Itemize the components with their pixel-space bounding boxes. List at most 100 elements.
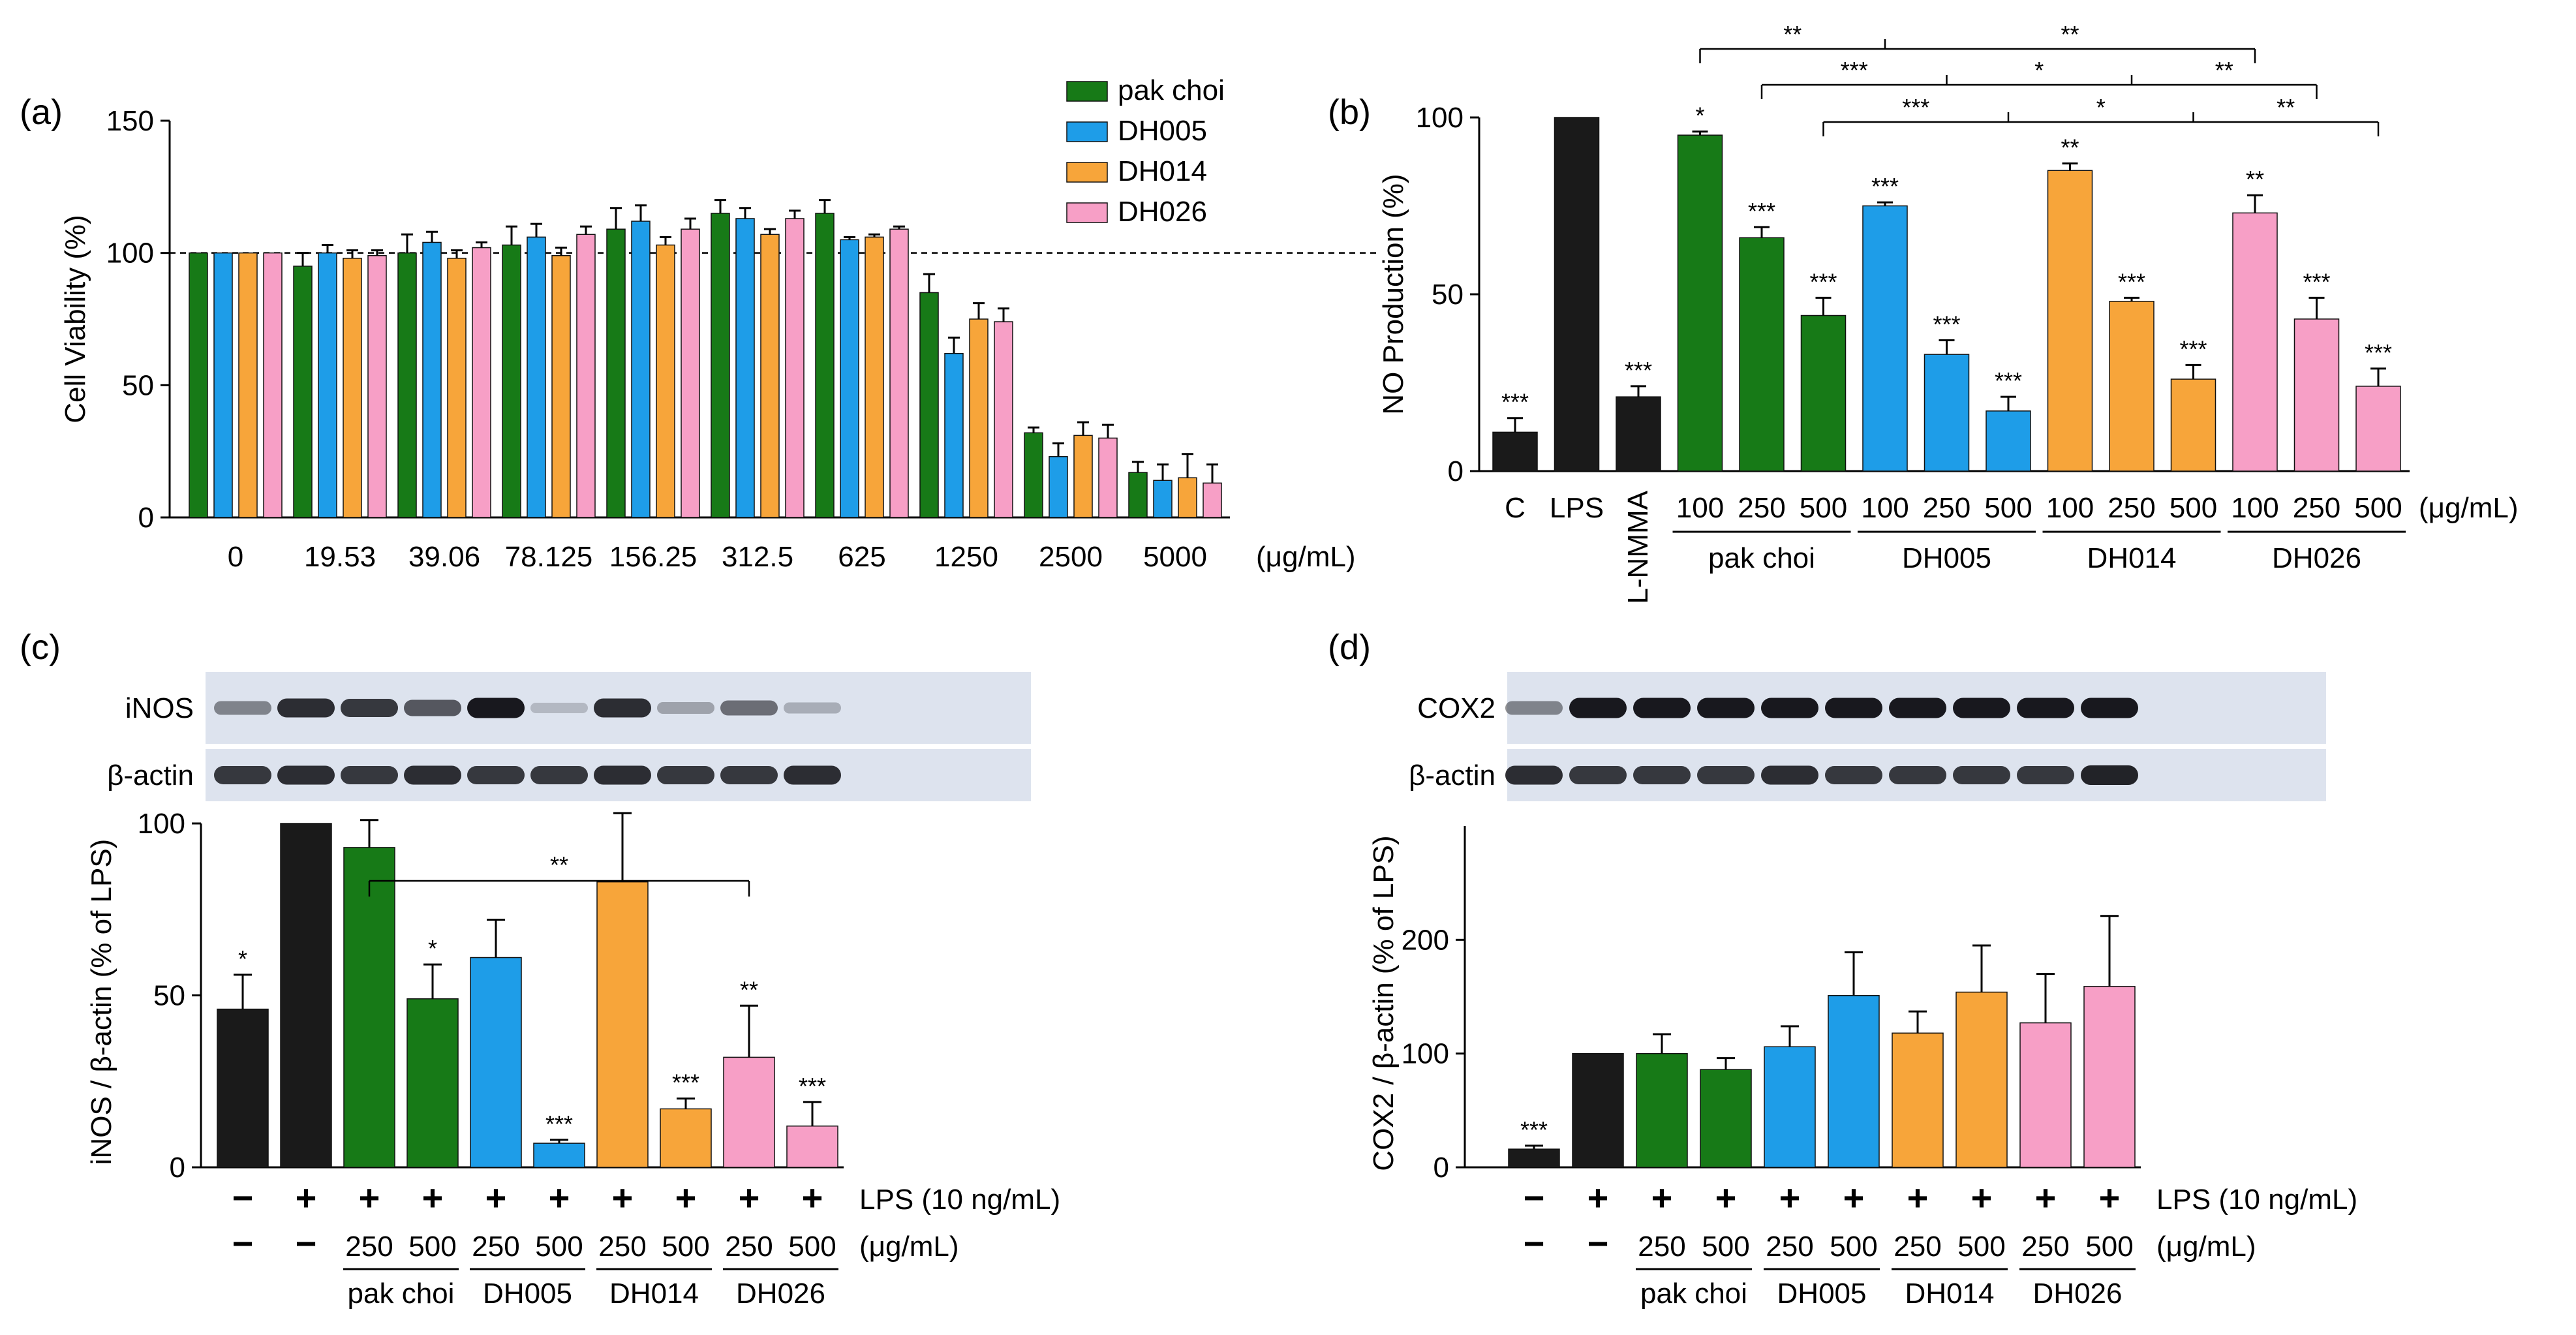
- group-label: DH026: [2033, 1278, 2123, 1310]
- blot-band: [784, 765, 841, 785]
- concentration-label: 500: [535, 1231, 583, 1263]
- lps-sign: +: [296, 1177, 317, 1218]
- blot-band: [341, 766, 398, 784]
- x-tick-label: 250: [2293, 492, 2340, 524]
- bar: [1986, 410, 2031, 472]
- blot-band: [784, 702, 841, 714]
- legend-label: pak choi: [1118, 74, 1225, 106]
- bar-dh005: [1153, 480, 1173, 518]
- panel-a-letter: (a): [20, 93, 63, 132]
- concentration-label: −: [296, 1223, 317, 1264]
- bar-pak-choi: [189, 252, 208, 518]
- concentration-label: 500: [788, 1231, 836, 1263]
- significance-marker: ***: [2365, 339, 2392, 366]
- concentration-label: 250: [472, 1231, 519, 1263]
- significance-marker: ***: [2179, 335, 2207, 362]
- bar-dh005: [213, 252, 233, 518]
- blot-band: [594, 765, 651, 785]
- bar-dh005: [318, 252, 337, 518]
- group-label: DH026: [736, 1278, 825, 1310]
- concentration-label: 250: [2021, 1231, 2069, 1263]
- concentration-label: 250: [1766, 1231, 1813, 1263]
- x-tick-label: 312.5: [722, 541, 793, 573]
- significance-marker: *: [1695, 102, 1704, 129]
- bar: [470, 957, 522, 1168]
- lps-row-label: LPS (10 ng/mL): [859, 1184, 1060, 1216]
- y-tick-label: 0: [1448, 455, 1464, 487]
- bar-dh014: [656, 244, 675, 518]
- blot-label: COX2: [1417, 692, 1495, 724]
- significance-marker: ***: [799, 1073, 826, 1099]
- panel-d-letter: (d): [1328, 628, 1371, 667]
- lps-sign: +: [1587, 1177, 1609, 1218]
- comparison-significance: ***: [1902, 94, 1929, 121]
- bar: [1636, 1052, 1688, 1168]
- bar-dh026: [994, 321, 1013, 518]
- y-tick-label: 100: [1402, 1038, 1449, 1070]
- bar: [1892, 1032, 1944, 1168]
- x-tick-label: 100: [2231, 492, 2278, 524]
- y-tick-label: 100: [106, 238, 154, 269]
- significance-marker: ***: [2303, 268, 2330, 295]
- group-label: pak choi: [348, 1278, 455, 1310]
- bar-dh026: [1203, 482, 1222, 518]
- blot-band: [341, 699, 398, 717]
- significance-marker: **: [2246, 166, 2264, 192]
- x-unit-label: (μg/mL): [2419, 492, 2518, 524]
- group-label: DH005: [1902, 542, 1991, 574]
- blot-band: [594, 698, 651, 718]
- bar-dh026: [576, 234, 596, 518]
- bar-dh014: [238, 252, 258, 518]
- significance-marker: ***: [1871, 173, 1899, 200]
- group-label: pak choi: [1640, 1278, 1747, 1310]
- blot-label: iNOS: [125, 692, 194, 724]
- y-tick-label: 150: [106, 105, 154, 137]
- blot-band: [2017, 698, 2074, 718]
- bar: [406, 998, 459, 1168]
- bar-dh026: [681, 228, 700, 518]
- lps-row-label: LPS (10 ng/mL): [2156, 1184, 2357, 1216]
- blot-band: [277, 698, 335, 718]
- blot-band: [657, 702, 714, 714]
- bar: [280, 823, 332, 1168]
- blot-band: [2081, 765, 2138, 785]
- blot-label: β-actin: [1409, 760, 1495, 791]
- blot-band: [1825, 698, 1882, 718]
- concentration-label: 250: [1894, 1231, 1941, 1263]
- x-tick-label: LPS: [1550, 492, 1604, 524]
- concentration-label: 250: [345, 1231, 393, 1263]
- blot-band: [1825, 766, 1882, 784]
- blot-band: [467, 698, 525, 718]
- group-label: DH005: [1777, 1278, 1867, 1310]
- bar-dh005: [527, 236, 546, 518]
- blot-band: [1505, 701, 1563, 715]
- bar: [343, 847, 395, 1168]
- y-tick-label: 0: [170, 1152, 185, 1184]
- y-tick-label: 50: [153, 980, 185, 1012]
- significance-marker: ***: [1995, 367, 2022, 394]
- bar: [1677, 134, 1723, 472]
- blot-band: [2017, 766, 2074, 784]
- y-tick-label: 100: [1416, 102, 1464, 134]
- panel-b-letter: (b): [1328, 93, 1371, 132]
- bar: [1492, 431, 1538, 472]
- bar: [786, 1126, 838, 1168]
- bar-dh026: [472, 247, 491, 518]
- bar: [1739, 237, 1785, 472]
- blot-band: [404, 765, 461, 785]
- blot-label: β-actin: [107, 760, 194, 791]
- blot-band: [1697, 698, 1755, 718]
- bar-dh005: [422, 241, 442, 518]
- x-tick-label: 500: [1800, 492, 1847, 524]
- bar-dh026: [889, 228, 909, 518]
- blot-band: [2081, 698, 2138, 718]
- concentration-label: 500: [2085, 1231, 2133, 1263]
- conc-row-label: (μg/mL): [859, 1231, 958, 1263]
- x-tick-label: 100: [1676, 492, 1724, 524]
- x-tick-label: 250: [1738, 492, 1785, 524]
- x-tick-label: C: [1505, 492, 1526, 524]
- lps-sign: +: [1651, 1177, 1673, 1218]
- comparison-significance: **: [550, 852, 568, 878]
- bar: [1508, 1148, 1560, 1168]
